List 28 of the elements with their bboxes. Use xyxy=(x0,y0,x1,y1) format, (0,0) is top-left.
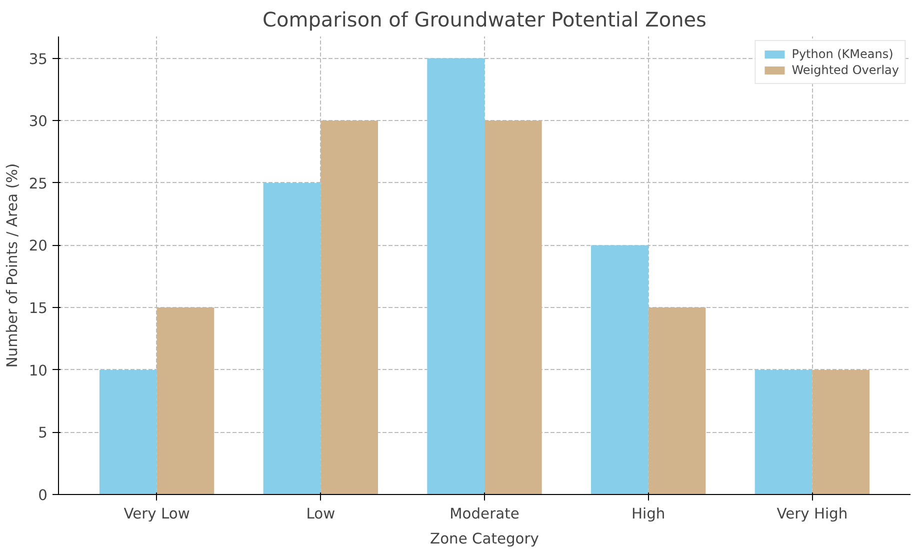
legend-label: Weighted Overlay xyxy=(792,63,899,77)
x-tick-label: Low xyxy=(306,506,336,522)
x-tick-label: Very High xyxy=(776,506,848,522)
bar xyxy=(812,370,870,494)
bar xyxy=(320,120,378,494)
bar xyxy=(484,120,542,494)
bar xyxy=(156,308,214,494)
bar xyxy=(591,245,648,494)
chart-title: Comparison of Groundwater Potential Zones xyxy=(262,8,706,32)
y-tick-label: 0 xyxy=(38,487,48,504)
y-axis-title: Number of Points / Area (%) xyxy=(4,163,21,368)
y-tick-label: 5 xyxy=(38,424,48,442)
bar xyxy=(427,58,484,494)
y-tick-label: 30 xyxy=(28,113,48,130)
bar xyxy=(263,182,321,494)
x-tick-label: Very Low xyxy=(124,506,190,522)
y-tick-label: 20 xyxy=(28,238,48,255)
y-tick-label: 15 xyxy=(28,300,48,318)
legend-label: Python (KMeans) xyxy=(792,47,894,61)
y-tick-label: 10 xyxy=(28,362,48,380)
bar xyxy=(99,370,157,494)
y-tick-label: 35 xyxy=(28,50,48,68)
x-tick-label: High xyxy=(632,506,666,522)
bar xyxy=(648,308,706,494)
bar xyxy=(754,370,812,494)
y-tick-label: 25 xyxy=(28,175,48,192)
x-tick-label: Moderate xyxy=(450,506,520,522)
x-axis-title: Zone Category xyxy=(430,530,540,548)
